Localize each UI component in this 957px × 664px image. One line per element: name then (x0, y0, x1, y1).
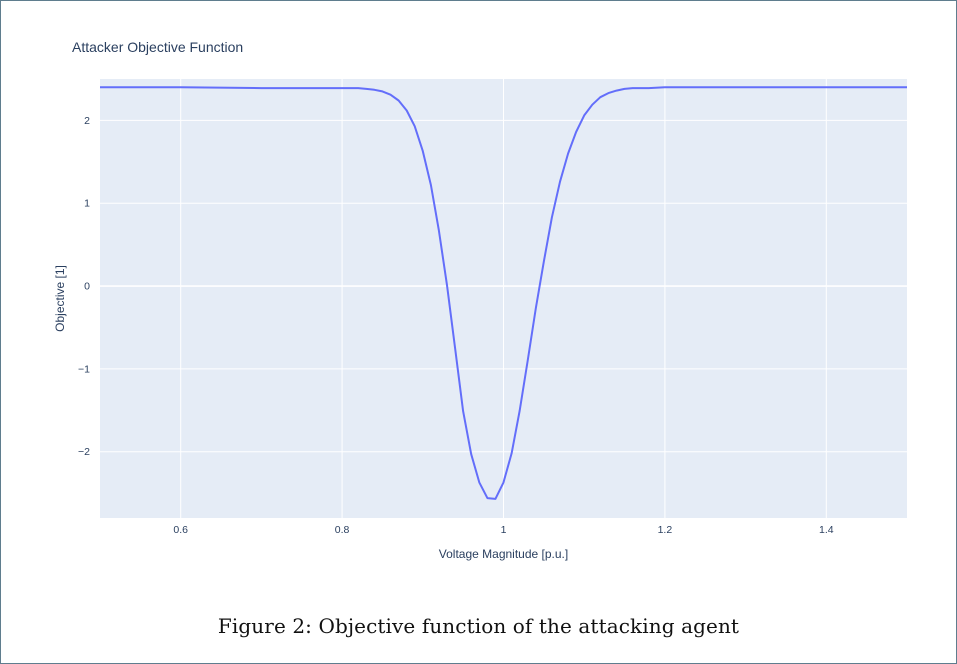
y-axis-title: Objective [1] (53, 265, 67, 332)
y-axis-ticks: −2 −1 0 1 2 (78, 115, 90, 458)
y-tick-label: −2 (78, 446, 90, 458)
series-line[interactable] (100, 86, 907, 500)
x-tick-label: 1.2 (658, 524, 673, 536)
y-tick-label: −1 (78, 363, 90, 375)
grid-lines (100, 79, 907, 518)
series-layer (100, 86, 907, 500)
x-axis-title: Voltage Magnitude [p.u.] (439, 547, 568, 561)
chart: Attacker Objective Function 0.6 0.8 1 1.2 1.… (53, 39, 907, 561)
x-tick-label: 0.8 (335, 524, 350, 536)
x-tick-label: 0.6 (173, 524, 188, 536)
x-tick-label: 1 (501, 524, 507, 536)
y-tick-label: 1 (84, 198, 90, 210)
x-axis-ticks: 0.6 0.8 1 1.2 1.4 (173, 524, 833, 536)
x-tick-label: 1.4 (819, 524, 834, 536)
y-tick-label: 2 (84, 115, 90, 127)
y-tick-label: 0 (84, 281, 90, 293)
chart-title: Attacker Objective Function (72, 39, 243, 55)
figure-caption: Figure 2: Objective function of the atta… (217, 614, 740, 638)
